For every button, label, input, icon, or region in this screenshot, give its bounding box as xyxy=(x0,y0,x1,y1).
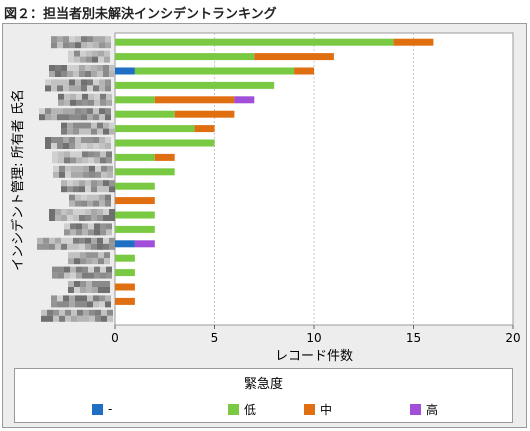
bar-segment xyxy=(115,297,135,305)
category-label-obscured xyxy=(45,137,111,149)
bar-segment xyxy=(134,240,155,248)
x-tick-label: 20 xyxy=(505,331,520,345)
bar-segment xyxy=(115,110,175,118)
category-label-obscured xyxy=(58,93,112,106)
category-label-obscured xyxy=(61,180,115,193)
bar-segment xyxy=(174,110,235,118)
bar-segment xyxy=(115,125,195,133)
bar-segment xyxy=(115,38,394,46)
category-label-obscured xyxy=(51,295,111,308)
category-label-obscured xyxy=(68,252,110,265)
bar-segment xyxy=(115,67,135,75)
bar-segment xyxy=(115,182,155,190)
bar-segment xyxy=(194,125,215,133)
legend-item-low: 低 xyxy=(228,402,257,417)
x-tick-label: 0 xyxy=(111,331,119,345)
legend-title: 緊急度 xyxy=(243,377,283,392)
bar-segment xyxy=(115,96,155,104)
legend-label-high: 高 xyxy=(426,402,439,417)
category-label-obscured xyxy=(49,65,115,77)
category-label-obscured xyxy=(37,237,115,250)
bar-segment xyxy=(115,168,175,176)
figure-title: 図２：担当者別未解決インシデントランキング xyxy=(4,7,277,22)
bars-group xyxy=(115,38,434,305)
x-tick-label: 5 xyxy=(211,331,219,345)
bar-segment xyxy=(115,197,155,205)
grid-lines xyxy=(114,33,514,329)
legend-label-none: - xyxy=(108,402,113,416)
bar-segment xyxy=(254,53,334,61)
bar-segment xyxy=(115,283,135,291)
category-label-obscured xyxy=(53,165,113,178)
legend-swatch-low xyxy=(228,403,239,415)
category-label-obscured xyxy=(61,122,115,135)
category-label-obscured xyxy=(49,209,115,221)
category-label-obscured xyxy=(68,50,110,63)
legend: 緊急度 - 低 中 高 xyxy=(14,368,513,423)
legend-label-medium: 中 xyxy=(320,402,333,417)
bar-segment xyxy=(115,254,135,262)
bar-segment xyxy=(134,67,295,75)
bar-segment xyxy=(115,139,215,147)
legend-label-low: 低 xyxy=(244,402,257,417)
bar-segment xyxy=(115,153,155,161)
x-tick-label: 15 xyxy=(406,331,421,345)
bar-segment xyxy=(115,53,255,61)
bar-segment xyxy=(154,96,235,104)
category-label-obscured xyxy=(41,309,113,322)
legend-swatch-high xyxy=(410,403,421,415)
legend-swatch-none xyxy=(92,403,103,415)
legend-item-none: - xyxy=(92,402,112,416)
bar-segment xyxy=(294,67,314,75)
bar-segment xyxy=(234,96,255,104)
bar-segment xyxy=(393,38,434,46)
category-label-obscured xyxy=(64,223,112,236)
bar-segment xyxy=(115,81,275,89)
y-axis-title: インシデント管理: 所有者 氏名 xyxy=(10,89,26,271)
category-label-obscured xyxy=(39,108,111,121)
legend-item-medium: 中 xyxy=(304,402,333,417)
bar-segment xyxy=(154,153,175,161)
legend-item-high: 高 xyxy=(410,402,439,417)
category-label-obscured xyxy=(69,194,111,207)
bar-segment xyxy=(115,240,135,248)
x-tick-label: 10 xyxy=(306,331,321,345)
category-label-obscured xyxy=(51,36,111,49)
category-labels-obscured xyxy=(37,36,115,322)
category-label-obscured xyxy=(68,281,110,293)
legend-swatch-medium xyxy=(304,403,315,415)
category-label-obscured xyxy=(52,266,112,279)
category-label-obscured xyxy=(52,151,112,164)
category-label-obscured xyxy=(45,79,111,92)
bar-segment xyxy=(115,225,155,233)
bar-segment xyxy=(115,211,155,219)
x-tick-labels: 0 5 10 15 20 xyxy=(111,331,520,345)
bar-segment xyxy=(115,269,135,277)
x-axis-title: レコード件数 xyxy=(275,349,353,364)
